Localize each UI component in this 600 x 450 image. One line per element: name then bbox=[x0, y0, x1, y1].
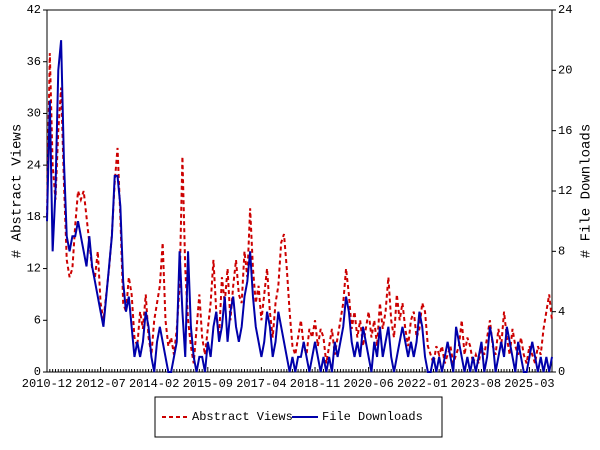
y-tick-label: 0 bbox=[34, 365, 41, 379]
y-tick-label: 24 bbox=[27, 158, 41, 172]
series-line bbox=[46, 53, 553, 364]
x-tick-label: 2022-01 bbox=[397, 377, 447, 391]
y-tick-label: 36 bbox=[27, 55, 41, 69]
y2-tick-label: 4 bbox=[558, 305, 565, 319]
y2-axis-label: # File Downloads bbox=[579, 124, 595, 258]
series-line bbox=[46, 40, 553, 373]
y-axis-label: # Abstract Views bbox=[10, 124, 26, 258]
y-tick-label: 6 bbox=[34, 313, 41, 327]
y2-tick-label: 0 bbox=[558, 365, 565, 379]
plot-frame bbox=[46, 9, 553, 373]
x-tick-label: 2017-04 bbox=[236, 377, 286, 391]
y-tick-label: 42 bbox=[27, 3, 41, 17]
y2-tick-label: 16 bbox=[558, 124, 572, 138]
x-tick-label: 2012-07 bbox=[75, 377, 125, 391]
x-tick-label: 2015-09 bbox=[183, 377, 233, 391]
y2-tick-label: 12 bbox=[558, 184, 572, 198]
x-tick-label: 2018-11 bbox=[290, 377, 340, 391]
y2-tick-label: 20 bbox=[558, 64, 572, 78]
y2-tick-label: 8 bbox=[558, 245, 565, 259]
legend-label: Abstract Views bbox=[192, 410, 293, 424]
y-tick-label: 30 bbox=[27, 107, 41, 121]
y2-tick-label: 24 bbox=[558, 3, 572, 17]
x-tick-label: 2010-12 bbox=[22, 377, 72, 391]
x-tick-label: 2014-02 bbox=[129, 377, 179, 391]
y-tick-label: 18 bbox=[27, 210, 41, 224]
legend-label: File Downloads bbox=[322, 410, 423, 424]
x-tick-label: 2023-08 bbox=[451, 377, 501, 391]
x-tick-label: 2020-06 bbox=[343, 377, 393, 391]
x-tick-label: 2025-03 bbox=[504, 377, 554, 391]
y-tick-label: 12 bbox=[27, 262, 41, 276]
